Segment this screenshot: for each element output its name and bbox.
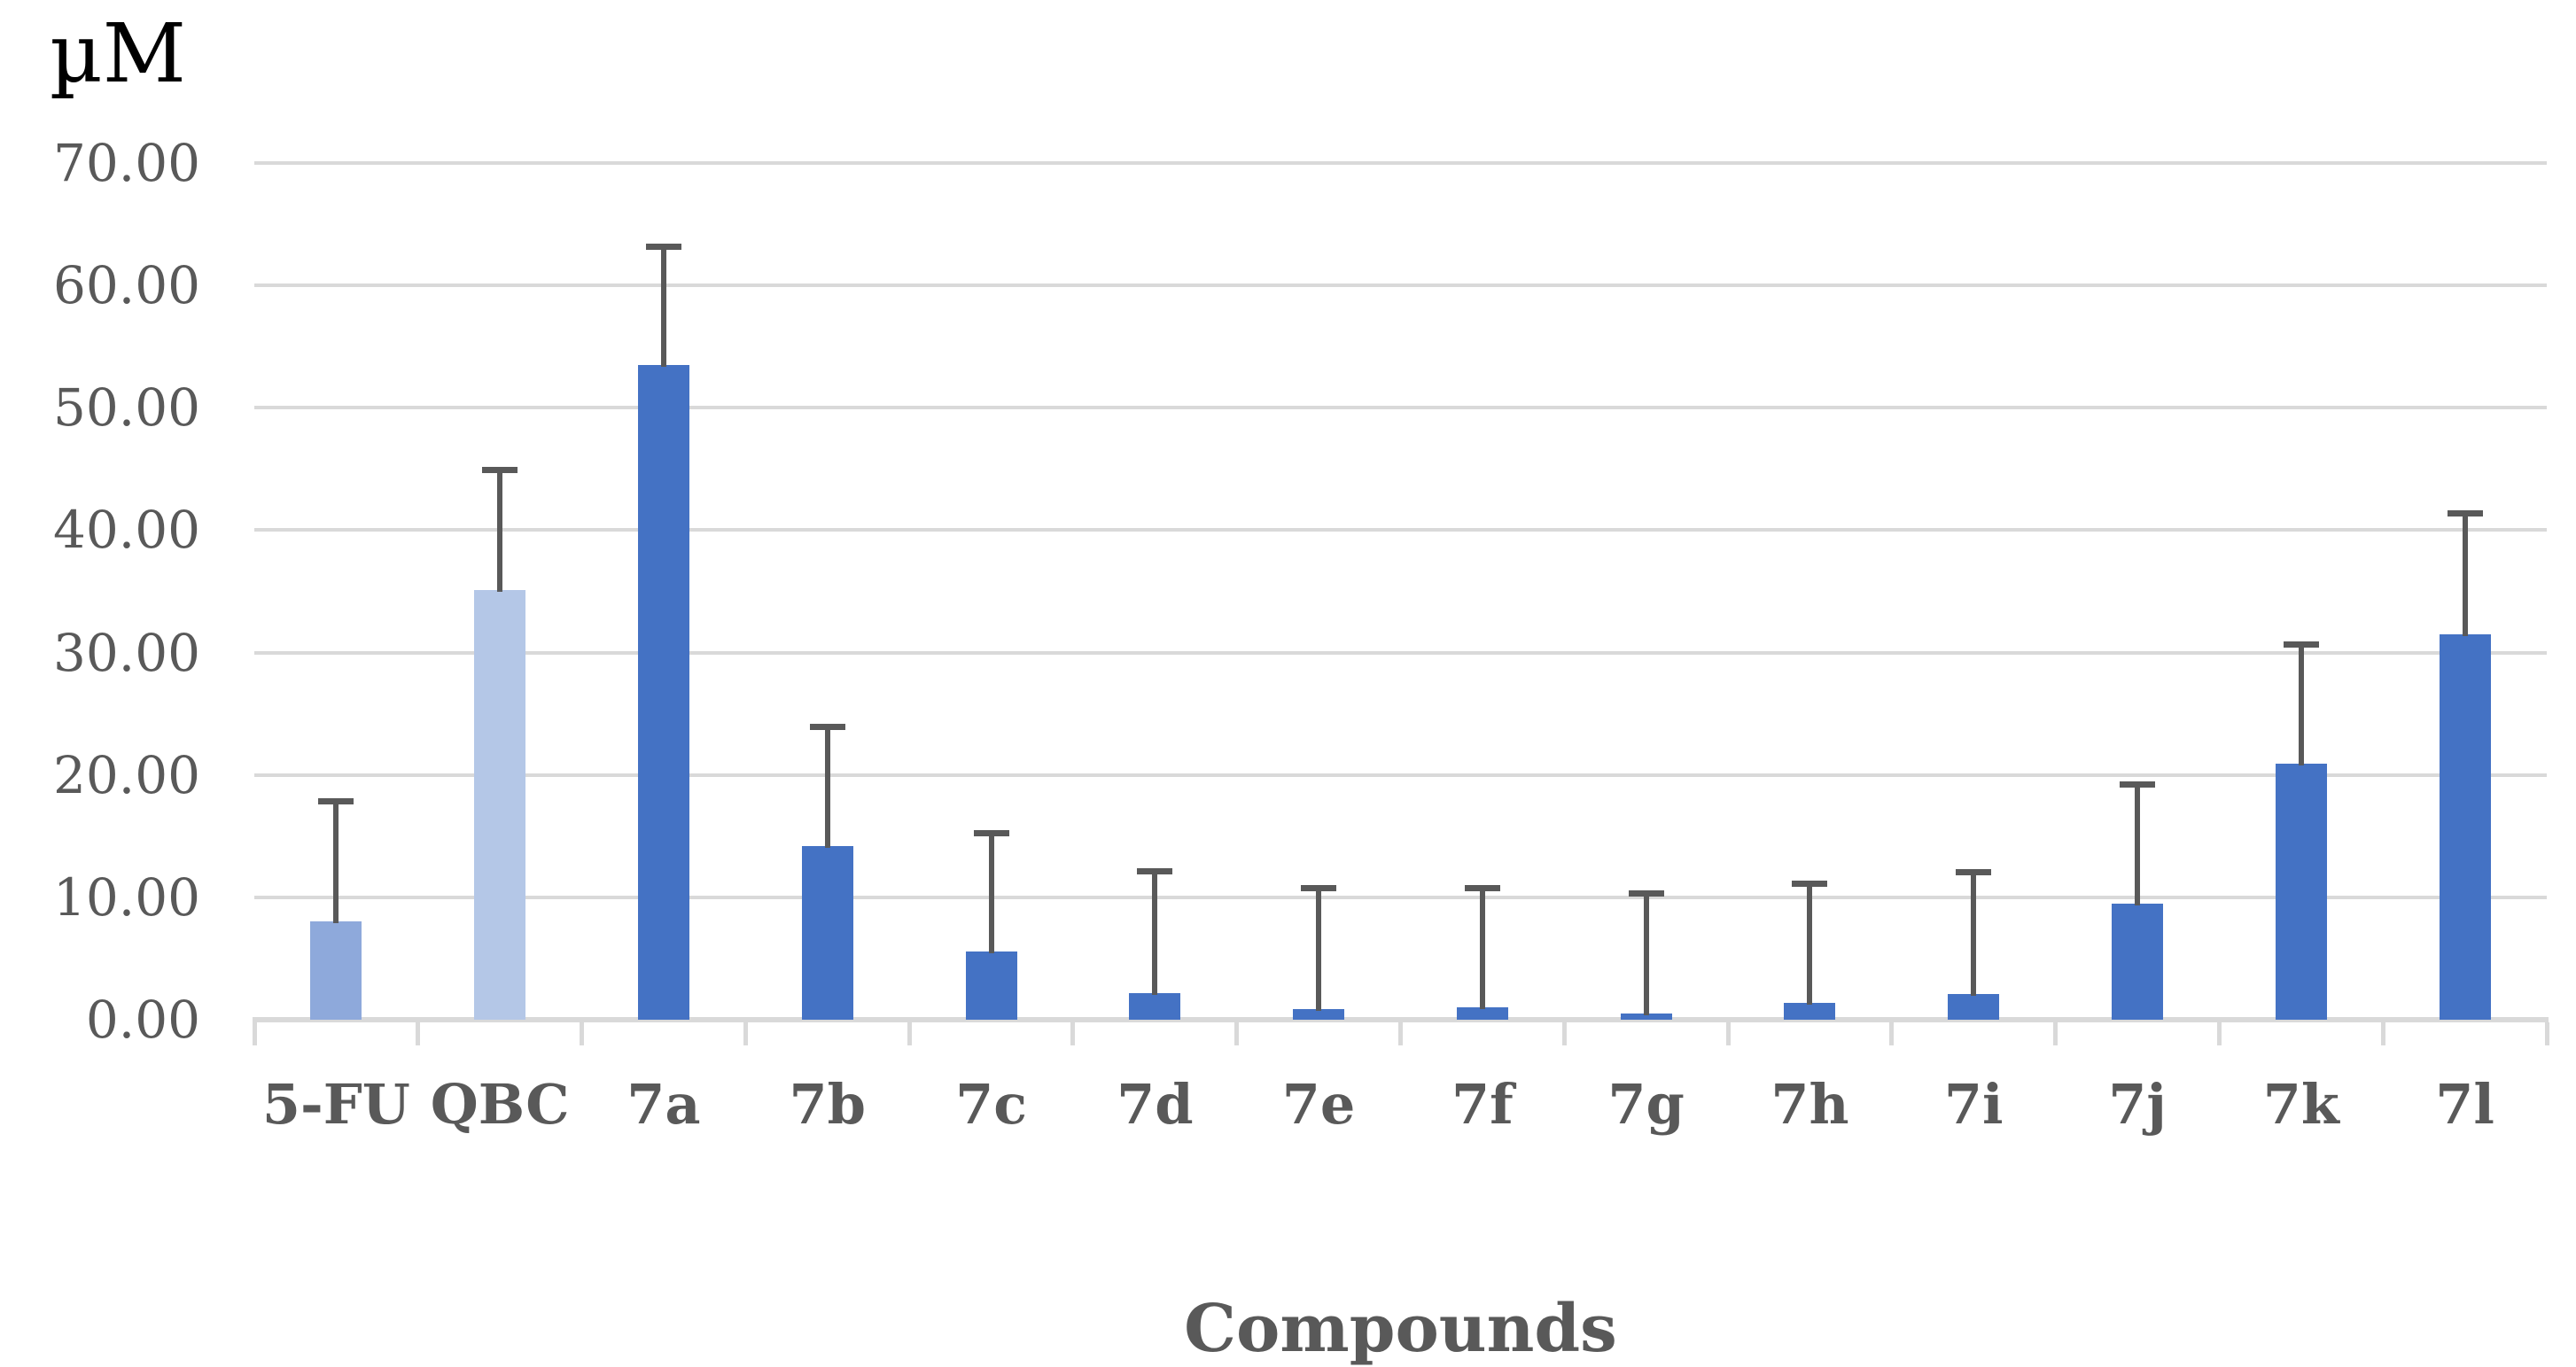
- x-tick-label-7h: 7h: [1771, 1072, 1849, 1137]
- axis-tick-mark: [2053, 1022, 2058, 1045]
- error-bar-cap: [1464, 885, 1500, 892]
- error-bar-line: [333, 797, 339, 924]
- error-bar-cap: [482, 466, 518, 473]
- y-tick-label: 0.00: [85, 990, 200, 1050]
- error-bar-line: [1316, 885, 1322, 1011]
- y-tick-label: 60.00: [52, 255, 200, 316]
- x-tick-label-QBC: QBC: [430, 1072, 570, 1137]
- error-bar-cap: [645, 244, 681, 251]
- x-tick-label-5-FU: 5-FU: [261, 1072, 410, 1137]
- error-bar-line: [988, 829, 994, 953]
- error-bar-cap: [2283, 641, 2319, 649]
- gridline: [254, 406, 2547, 410]
- gridline: [254, 895, 2547, 899]
- axis-tick-mark: [743, 1022, 748, 1045]
- error-bar-cap: [1792, 880, 1828, 887]
- bar-7g: [1620, 1014, 1672, 1020]
- y-tick-label: 20.00: [52, 744, 200, 805]
- error-bar-line: [2298, 641, 2304, 766]
- x-tick-label-7f: 7f: [1451, 1072, 1514, 1137]
- x-axis-title: Compounds: [1184, 1291, 1617, 1367]
- bar-7i: [1948, 993, 2000, 1020]
- bar-7f: [1456, 1007, 1508, 1020]
- axis-tick-mark: [580, 1022, 585, 1045]
- gridline: [254, 773, 2547, 777]
- x-tick-label-7d: 7d: [1117, 1072, 1194, 1137]
- bar-7a: [637, 364, 689, 1020]
- error-bar-line: [1643, 889, 1649, 1016]
- axis-tick-mark: [1889, 1022, 1895, 1045]
- bar-7d: [1129, 992, 1181, 1020]
- x-tick-label-7j: 7j: [2108, 1072, 2167, 1137]
- error-bar-cap: [1137, 867, 1173, 874]
- axis-tick-mark: [1561, 1022, 1567, 1045]
- bar-7c: [965, 951, 1017, 1020]
- bar-7e: [1293, 1008, 1345, 1020]
- error-bar-line: [1152, 867, 1158, 995]
- gridline: [254, 161, 2547, 165]
- error-bar-cap: [809, 723, 845, 730]
- error-bar-cap: [1956, 869, 1992, 876]
- axis-tick-mark: [2380, 1022, 2385, 1045]
- x-tick-label-7i: 7i: [1943, 1072, 2004, 1137]
- error-bar-line: [2135, 781, 2141, 905]
- x-tick-label-7e: 7e: [1281, 1072, 1356, 1137]
- y-tick-label: 30.00: [52, 622, 200, 683]
- error-bar-line: [1479, 885, 1485, 1010]
- axis-tick-mark: [1234, 1022, 1240, 1045]
- gridline: [254, 283, 2547, 288]
- error-bar-cap: [1628, 889, 1664, 897]
- x-tick-label-7b: 7b: [789, 1072, 866, 1137]
- error-bar-cap: [318, 797, 354, 804]
- error-bar-line: [824, 723, 830, 848]
- error-bar-line: [497, 466, 503, 593]
- x-tick-label-7c: 7c: [955, 1072, 1027, 1137]
- x-tick-label-7l: 7l: [2435, 1072, 2494, 1137]
- axis-tick-mark: [2544, 1022, 2549, 1045]
- error-bar-line: [660, 244, 666, 367]
- x-tick-label-7a: 7a: [626, 1072, 701, 1137]
- error-bar-cap: [1301, 885, 1337, 892]
- gridline: [254, 650, 2547, 655]
- bar-QBC: [474, 590, 526, 1020]
- bar-7j: [2112, 903, 2164, 1020]
- x-axis-line: [253, 1017, 2549, 1022]
- bar-5-FU: [310, 921, 362, 1020]
- error-bar-line: [1971, 869, 1977, 996]
- axis-tick-mark: [1070, 1022, 1076, 1045]
- axis-tick-mark: [907, 1022, 912, 1045]
- error-bar-line: [2462, 510, 2468, 636]
- y-tick-label: 40.00: [52, 500, 200, 561]
- y-tick-label: 10.00: [52, 866, 200, 928]
- error-bar-cap: [2447, 510, 2483, 517]
- y-tick-label: 70.00: [52, 133, 200, 193]
- axis-tick-mark: [2216, 1022, 2222, 1045]
- axis-tick-mark: [1398, 1022, 1403, 1045]
- error-bar-cap: [973, 829, 1009, 836]
- bar-7k: [2275, 764, 2327, 1020]
- y-axis-unit-label: µM: [50, 6, 186, 101]
- x-tick-label-7k: 7k: [2262, 1072, 2339, 1137]
- axis-tick-mark: [416, 1022, 421, 1045]
- bar-7h: [1784, 1002, 1836, 1020]
- axis-tick-mark: [252, 1022, 257, 1045]
- bar-7l: [2439, 633, 2491, 1020]
- bar-7b: [801, 845, 853, 1020]
- gridline: [254, 528, 2547, 532]
- axis-tick-mark: [1725, 1022, 1731, 1045]
- x-tick-label-7g: 7g: [1607, 1072, 1685, 1137]
- y-tick-label: 50.00: [52, 377, 200, 439]
- error-bar-cap: [2120, 781, 2156, 788]
- error-bar-line: [1807, 880, 1813, 1005]
